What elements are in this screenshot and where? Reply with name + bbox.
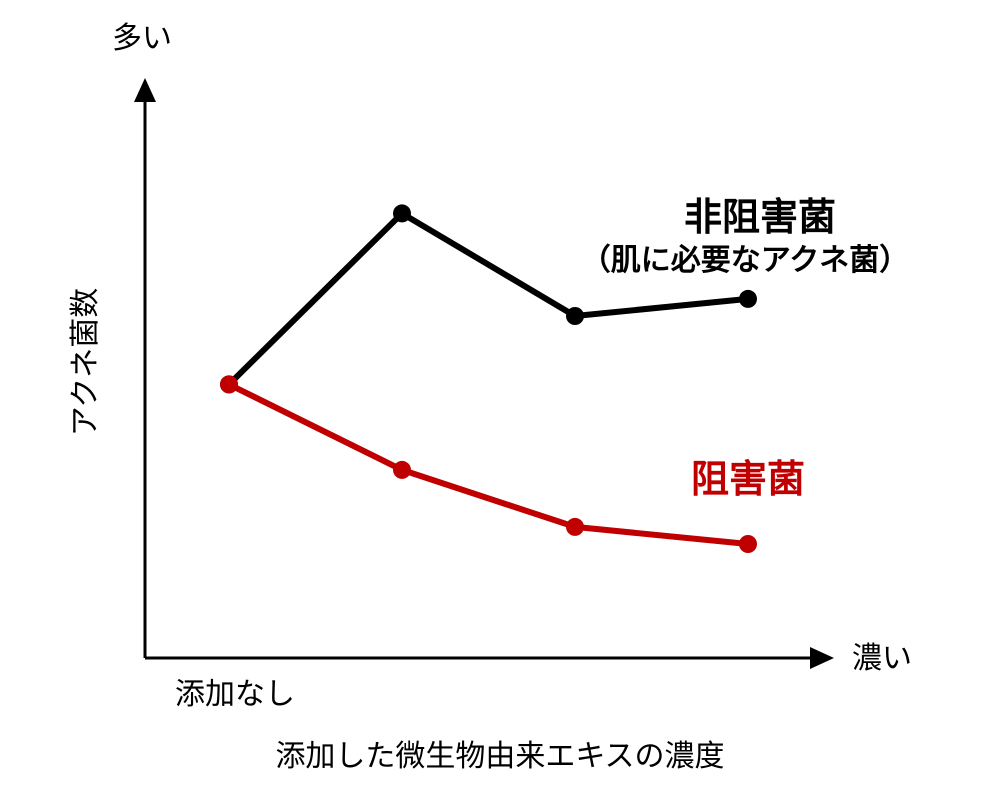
series-label-non-inhibitory: 非阻害菌: [684, 195, 836, 239]
x-axis-arrow-icon: [810, 647, 834, 669]
x-axis-title: 添加した微生物由来エキスの濃度: [275, 739, 724, 774]
y-axis-arrow-icon: [134, 78, 156, 102]
series-0-point-1: [393, 204, 411, 223]
series-0-point-3: [739, 289, 757, 308]
series-0-point-2: [566, 307, 584, 325]
series-1-point-2: [566, 517, 584, 536]
series-1-point-0: [220, 375, 238, 394]
series-1-point-3: [739, 535, 757, 553]
series-1-point-1: [393, 460, 411, 479]
series-line-1: [226, 381, 751, 547]
x-end-label: 濃い: [852, 641, 912, 676]
series-layer: [220, 204, 757, 553]
x-start-label: 添加なし: [175, 677, 295, 712]
y-axis-title: アクネ菌数: [68, 288, 103, 437]
series-line-0: [226, 210, 751, 388]
y-top-label: 多い: [112, 21, 172, 56]
series-label-inhibitory: 阻害菌: [691, 457, 805, 501]
series-sublabel-non-inhibitory: （肌に必要なアクネ菌）: [581, 243, 910, 278]
